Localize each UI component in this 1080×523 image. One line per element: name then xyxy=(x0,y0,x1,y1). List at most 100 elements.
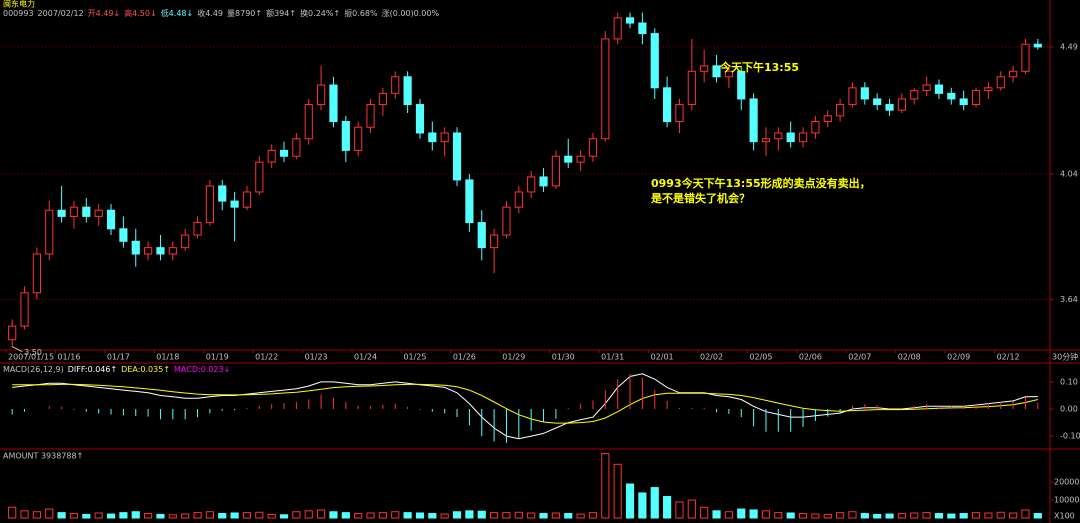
volume-bar xyxy=(922,512,931,519)
volume-bar xyxy=(539,513,548,519)
volume-bar xyxy=(601,453,610,519)
volume-bar xyxy=(304,510,313,519)
stock-name: 闽东电力 xyxy=(3,0,35,9)
volume-bar xyxy=(477,510,486,519)
volume-bar xyxy=(156,513,165,519)
candle-body xyxy=(625,17,635,24)
volume-bar xyxy=(638,492,647,519)
volume-bar xyxy=(69,513,79,519)
candle-body xyxy=(230,200,239,208)
candle-body xyxy=(502,206,511,236)
candle-body xyxy=(700,65,709,72)
volume-bar xyxy=(119,512,128,519)
candle-body xyxy=(428,132,437,143)
candle-body xyxy=(836,104,845,117)
volume-title: AMOUNT 3938788↑ xyxy=(3,452,83,461)
volume-bar xyxy=(317,509,326,519)
volume-bar xyxy=(490,512,499,519)
x-tick-label: 02/05 xyxy=(749,353,772,362)
candle-body xyxy=(663,87,672,123)
quote-field: 低4.48↓ xyxy=(161,8,194,18)
quote-field: 2007/02/12 xyxy=(38,9,84,18)
volume-bar xyxy=(885,513,894,519)
volume-bar xyxy=(700,506,709,519)
volume-bar xyxy=(181,513,190,519)
candle-body xyxy=(934,84,944,94)
volume-bar xyxy=(687,499,696,519)
volume-bar xyxy=(996,511,1005,519)
candle-body xyxy=(873,98,882,106)
candle-body xyxy=(774,132,783,140)
candle-body xyxy=(527,176,536,193)
x-tick-label: 02/01 xyxy=(651,353,674,362)
candle-body xyxy=(749,98,758,143)
volume-bar xyxy=(193,512,202,519)
volume-bar xyxy=(984,512,993,519)
candle-body xyxy=(255,161,264,193)
quote-field: 振0.68% xyxy=(344,8,378,18)
volume-bar xyxy=(1033,513,1042,519)
low-label: 3.50 xyxy=(24,348,42,357)
volume-bar xyxy=(910,512,919,519)
candle-body xyxy=(811,121,820,134)
annotation: 今天下午13:55 xyxy=(719,60,799,74)
quote-field: 换0.24%↑ xyxy=(300,8,340,18)
candle-body xyxy=(712,65,721,78)
unit-label: X100 xyxy=(1054,512,1075,521)
candle-body xyxy=(786,132,795,143)
candle-body xyxy=(996,76,1005,89)
x-tick-label: 02/08 xyxy=(898,353,921,362)
legend-entry: MACD:0.023↓ xyxy=(174,365,230,374)
x-tick-label: 01/25 xyxy=(403,353,426,362)
volume-bar xyxy=(675,501,684,519)
candle-body xyxy=(1009,70,1018,78)
volume-bar xyxy=(230,512,239,519)
quote-field: 高4.50↓ xyxy=(124,8,157,18)
volume-bar xyxy=(94,512,103,519)
volume-bar xyxy=(947,513,956,519)
volume-bar xyxy=(786,512,795,519)
candle-body xyxy=(181,234,190,249)
y-tick-label: 4.04 xyxy=(1060,169,1078,178)
x-tick-label: 02/06 xyxy=(799,353,822,362)
x-tick-label: 01/29 xyxy=(502,353,525,362)
x-tick-label: 01/17 xyxy=(107,353,130,362)
volume-bar xyxy=(354,513,363,519)
x-tick-label: 01/24 xyxy=(354,353,377,362)
volume-bar xyxy=(848,511,857,519)
candle-body xyxy=(94,209,103,217)
candle-body xyxy=(144,247,153,255)
x-tick-label: 01/22 xyxy=(255,353,278,362)
candle-body xyxy=(551,155,560,187)
x-tick-label: 01/30 xyxy=(552,353,575,362)
x-tick-label: 2007/01/15 xyxy=(8,353,54,362)
candle-body xyxy=(242,191,252,208)
x-tick-label: 01/26 xyxy=(453,353,476,362)
candle-body xyxy=(8,325,17,341)
volume-bar xyxy=(279,514,289,519)
volume-bar xyxy=(873,513,882,519)
volume-bar xyxy=(514,511,523,519)
candle-body xyxy=(687,70,696,106)
candle-body xyxy=(341,121,350,151)
volume-bar xyxy=(8,506,17,519)
volume-bar xyxy=(329,511,338,519)
candle-body xyxy=(910,90,919,100)
volume-bar xyxy=(440,513,449,519)
y-tick-label: -0.10 xyxy=(1060,432,1080,441)
candle-body xyxy=(588,138,598,157)
volume-bar xyxy=(836,512,845,519)
quote-info: 000993 2007/02/12 开4.49↓ 高4.50↓ 低4.48↓ 收4.49 量… xyxy=(3,8,439,18)
volume-bar xyxy=(242,512,252,519)
candle-body xyxy=(205,185,214,224)
candle-body xyxy=(885,104,894,111)
quote-field: 额394↑ xyxy=(266,8,296,18)
candle-body xyxy=(675,104,684,123)
candle-body xyxy=(304,104,313,140)
quote-field: 开4.49↓ xyxy=(88,9,121,18)
candle-body xyxy=(218,185,227,202)
quote-field: 000993 xyxy=(3,9,34,18)
volume-bar xyxy=(860,513,869,519)
volume-bar xyxy=(613,463,622,519)
candle-body xyxy=(984,87,993,92)
